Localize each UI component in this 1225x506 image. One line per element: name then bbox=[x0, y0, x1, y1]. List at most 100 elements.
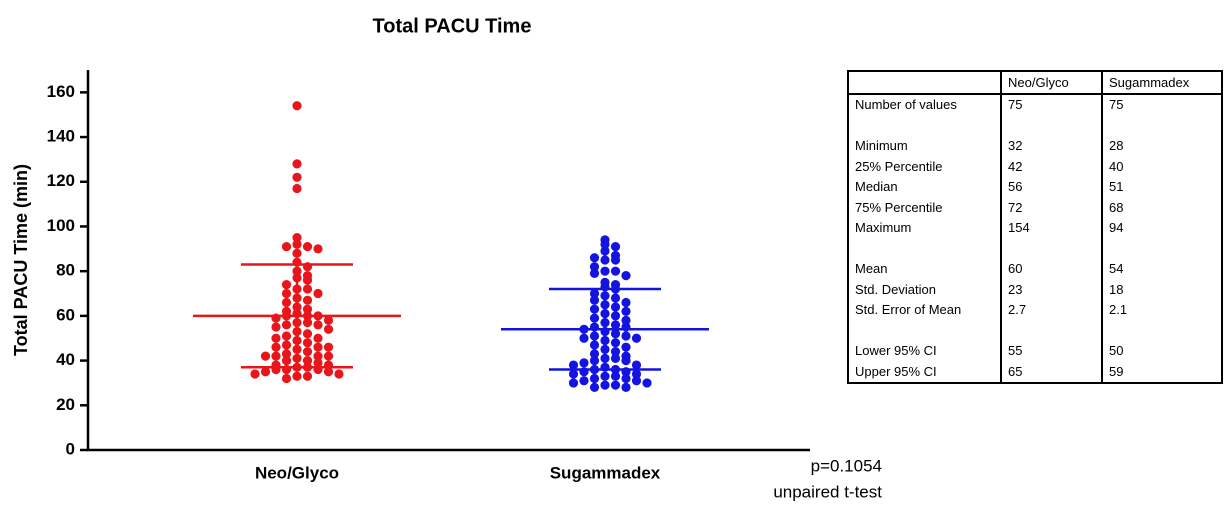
data-point bbox=[621, 297, 631, 308]
x-tick-label: Sugammadex bbox=[550, 463, 661, 482]
data-point bbox=[302, 338, 313, 348]
data-point bbox=[600, 246, 610, 256]
data-point bbox=[589, 295, 600, 305]
data-point bbox=[323, 324, 334, 334]
empty-cell bbox=[848, 238, 1001, 259]
y-tick-label: 120 bbox=[47, 171, 75, 190]
data-point bbox=[600, 239, 610, 249]
stats-table: Neo/Glyco Sugammadex Number of values 75 75 M… bbox=[847, 70, 1223, 384]
table-row: 75% Percentile 72 68 bbox=[848, 197, 1222, 218]
y-tick-label: 40 bbox=[56, 350, 75, 369]
data-point bbox=[610, 255, 621, 265]
row-label: Upper 95% CI bbox=[855, 363, 937, 379]
data-point bbox=[302, 304, 313, 314]
data-point bbox=[621, 373, 631, 384]
data-point bbox=[589, 313, 600, 323]
data-point bbox=[271, 351, 281, 361]
data-point bbox=[600, 380, 610, 390]
table-cell: 55 bbox=[1000, 340, 1102, 361]
data-point bbox=[568, 378, 579, 388]
empty-cell bbox=[1101, 115, 1222, 136]
data-point bbox=[610, 380, 621, 390]
y-tick-label: 160 bbox=[47, 82, 75, 101]
y-tick-label: 20 bbox=[56, 395, 75, 414]
data-point bbox=[292, 183, 302, 194]
data-point bbox=[313, 244, 323, 254]
column-header: Sugammadex bbox=[1101, 71, 1222, 95]
data-point bbox=[302, 295, 313, 305]
table-cell: 54 bbox=[1101, 258, 1222, 279]
data-point bbox=[621, 382, 631, 393]
table-row: Number of values 75 75 bbox=[848, 93, 1222, 115]
table-cell: 65 bbox=[1000, 361, 1102, 383]
data-point bbox=[271, 342, 281, 352]
data-point bbox=[313, 320, 323, 330]
data-point bbox=[589, 253, 600, 263]
table-row: Minimum 32 28 bbox=[848, 135, 1222, 156]
table-cell: 2.7 bbox=[1000, 299, 1102, 320]
data-point bbox=[281, 279, 292, 290]
data-point bbox=[589, 331, 600, 341]
data-point bbox=[631, 369, 642, 379]
data-point bbox=[579, 358, 589, 368]
y-axis-label: Total PACU Time (min) bbox=[11, 164, 31, 356]
data-point bbox=[292, 233, 302, 243]
table-cell: 2.1 bbox=[1101, 299, 1222, 320]
table-cell: 60 bbox=[1000, 258, 1102, 279]
data-point bbox=[600, 266, 610, 276]
data-point bbox=[621, 355, 631, 366]
table-cell: 51 bbox=[1101, 176, 1222, 197]
table-cell: 23 bbox=[1000, 279, 1102, 300]
data-point bbox=[610, 241, 621, 252]
table-cell: 56 bbox=[1000, 176, 1102, 197]
data-point bbox=[610, 293, 621, 303]
table-cell: 72 bbox=[1000, 197, 1102, 218]
data-point bbox=[292, 101, 302, 111]
data-point bbox=[292, 159, 302, 169]
data-point bbox=[621, 342, 631, 352]
row-label: Minimum bbox=[855, 138, 908, 154]
row-label: Median bbox=[855, 179, 898, 195]
data-point bbox=[271, 322, 281, 332]
data-point bbox=[260, 351, 271, 361]
table-corner bbox=[848, 71, 1001, 95]
data-point bbox=[302, 371, 313, 381]
data-point bbox=[250, 369, 260, 379]
data-point bbox=[589, 355, 600, 366]
data-point bbox=[579, 376, 589, 386]
data-point bbox=[631, 376, 642, 386]
table-cell: 42 bbox=[1000, 156, 1102, 177]
row-label: 25% Percentile bbox=[855, 158, 943, 174]
data-point bbox=[323, 342, 334, 352]
table-cell: 154 bbox=[1000, 217, 1102, 238]
data-point bbox=[600, 255, 610, 265]
table-row: Maximum 154 94 bbox=[848, 217, 1222, 238]
table-row bbox=[848, 320, 1222, 341]
empty-cell bbox=[1101, 238, 1222, 259]
data-point bbox=[292, 172, 302, 182]
data-point bbox=[568, 369, 579, 379]
table-cell: 59 bbox=[1101, 361, 1222, 383]
data-point bbox=[281, 349, 292, 359]
data-point bbox=[313, 351, 323, 361]
data-point bbox=[334, 369, 344, 379]
table-row: 25% Percentile 42 40 bbox=[848, 156, 1222, 177]
data-point bbox=[302, 355, 313, 366]
data-point bbox=[271, 333, 281, 343]
data-point bbox=[631, 360, 642, 370]
row-label: 75% Percentile bbox=[855, 199, 943, 215]
data-point bbox=[281, 331, 292, 341]
data-point bbox=[610, 266, 621, 276]
data-point bbox=[621, 315, 631, 325]
data-point bbox=[589, 340, 600, 350]
table-row: Mean 60 54 bbox=[848, 258, 1222, 279]
table-row: Std. Deviation 23 18 bbox=[848, 279, 1222, 300]
table-cell: 75 bbox=[1101, 93, 1222, 115]
data-point bbox=[610, 338, 621, 348]
data-point bbox=[568, 360, 579, 370]
row-label: Number of values bbox=[855, 97, 957, 113]
data-point bbox=[621, 306, 631, 317]
table-row: Upper 95% CI 65 59 bbox=[848, 361, 1222, 383]
